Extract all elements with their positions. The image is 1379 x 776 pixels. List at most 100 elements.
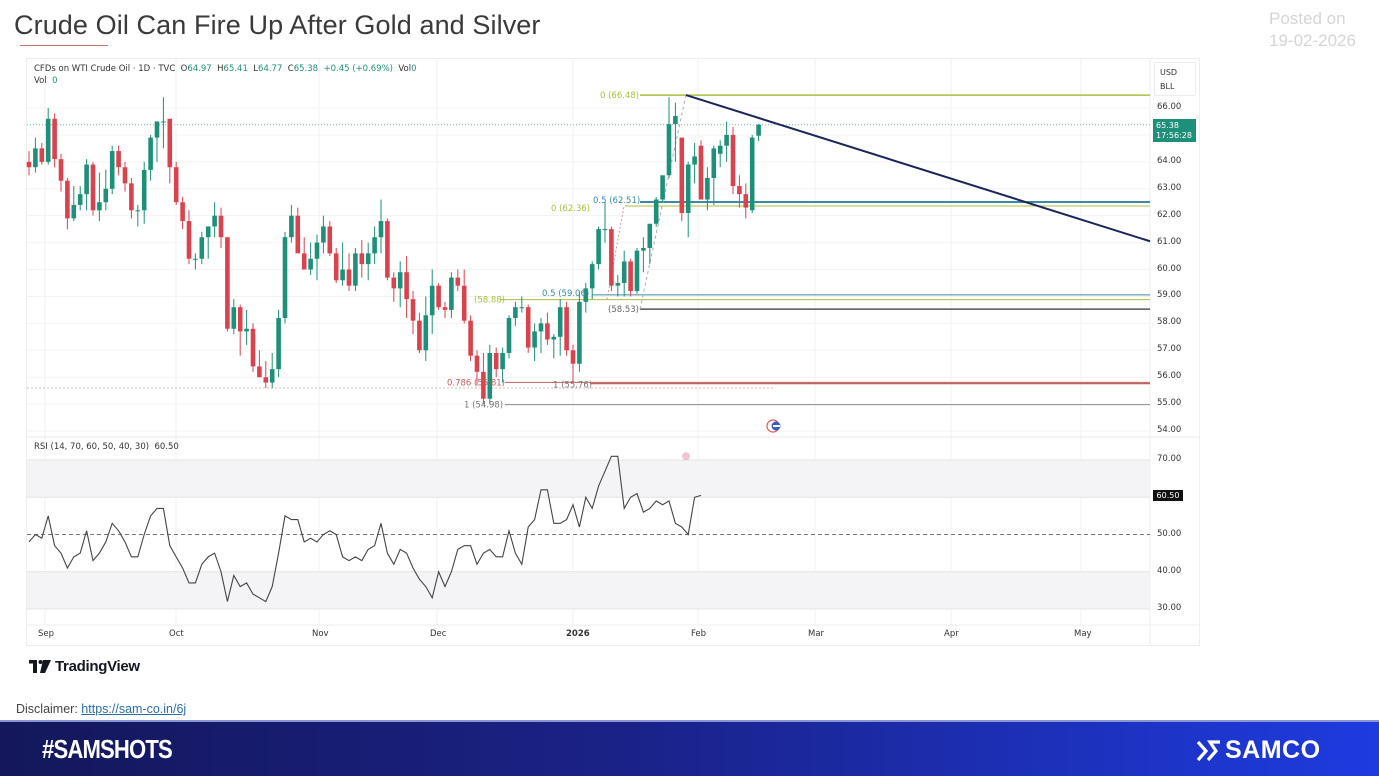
bullish-candle xyxy=(71,204,77,219)
unit-label: BLL xyxy=(1160,82,1175,91)
tradingview-logo: TradingView xyxy=(29,658,140,675)
bullish-candle xyxy=(705,177,710,200)
bullish-candle xyxy=(231,307,237,329)
bearish-candle xyxy=(743,194,749,208)
fibonacci-label: 0.786 (55.81) xyxy=(447,378,505,388)
rsi-legend: RSI (14, 70, 60, 50, 40, 30) 60.50 xyxy=(34,442,179,452)
bearish-candle xyxy=(129,183,134,211)
posted-date-block: Posted on 19-02-2026 xyxy=(1269,8,1356,52)
samco-logo: SAMCO xyxy=(1196,736,1321,765)
rsi-value: 60.50 xyxy=(154,442,179,452)
fibonacci-label: 0.5 (62.51) xyxy=(593,196,640,206)
volume-label: Vol xyxy=(398,64,412,74)
time-axis-label: Mar xyxy=(808,629,825,639)
fibonacci-label: (58.53) xyxy=(608,305,639,315)
candlestick-chart[interactable]: 0 (66.48) 0.5 (62.51)0 (62.36) 0.5 (59.06)… xyxy=(0,0,1379,720)
samco-icon xyxy=(1196,739,1220,761)
tradingview-icon xyxy=(29,660,51,673)
footer-banner: #SAMSHOTS SAMCO xyxy=(0,720,1379,776)
bearish-candle xyxy=(628,261,633,292)
time-axis-label: May xyxy=(1074,629,1092,639)
bearish-candle xyxy=(404,272,409,300)
bearish-candle xyxy=(609,229,614,286)
price-axis-label: 55.00 xyxy=(1157,398,1182,409)
rsi-overbought-band xyxy=(27,460,1150,498)
bullish-candle xyxy=(161,121,166,123)
time-axis-label: 2026 xyxy=(566,629,590,639)
bullish-candle xyxy=(692,156,697,165)
bearish-candle xyxy=(327,226,333,254)
bearish-candle xyxy=(455,277,461,286)
close-value: 65.38 xyxy=(293,64,319,74)
bullish-candle xyxy=(276,317,281,370)
bearish-candle xyxy=(225,237,230,329)
bullish-candle xyxy=(641,247,646,251)
bullish-candle xyxy=(308,258,313,270)
fibonacci-label: 0.5 (59.06) xyxy=(542,289,589,299)
chart-frame xyxy=(26,58,1200,646)
bullish-candle xyxy=(97,202,102,211)
bullish-candle xyxy=(154,121,160,138)
bullish-candle xyxy=(647,223,653,248)
volume-legend: Vol 0 xyxy=(34,76,58,86)
currency-unit-selector[interactable]: USD BLL xyxy=(1154,62,1196,96)
bearish-candle xyxy=(570,350,576,364)
fibonacci-label: 1 (55.76) xyxy=(553,381,592,391)
bullish-candle xyxy=(506,317,512,353)
bearish-candle xyxy=(58,159,64,181)
price-axis-label: 58.00 xyxy=(1157,317,1182,328)
bullish-candle xyxy=(557,307,563,337)
fibonacci-label: 1 (54.98) xyxy=(464,401,503,411)
bullish-candle xyxy=(148,137,153,170)
bullish-candle xyxy=(205,226,211,238)
rsi-axis-label: 50.00 xyxy=(1157,528,1182,539)
posted-date: 19-02-2026 xyxy=(1269,31,1356,50)
bullish-candle xyxy=(314,242,320,259)
rsi-axis-label: 70.00 xyxy=(1157,454,1182,464)
time-axis-label: Feb xyxy=(691,629,707,639)
samshots-hashtag: #SAMSHOTS xyxy=(42,734,173,764)
volume-value: 0 xyxy=(411,64,417,74)
bearish-candle xyxy=(301,253,307,270)
bearish-candle xyxy=(167,118,173,168)
bullish-candle xyxy=(532,331,537,348)
bearish-candle xyxy=(263,377,269,383)
bullish-candle xyxy=(500,352,505,370)
bullish-candle xyxy=(353,253,358,286)
high-value: 65.41 xyxy=(223,64,248,74)
bearish-candle xyxy=(173,167,179,203)
bullish-candle xyxy=(666,124,672,176)
bearish-candle xyxy=(481,371,486,399)
bearish-candle xyxy=(295,215,301,254)
low-label: L xyxy=(253,64,259,74)
bullish-candle xyxy=(321,226,326,243)
bullish-candle xyxy=(365,253,371,265)
bullish-candle xyxy=(269,369,275,383)
bullish-candle xyxy=(84,164,89,195)
bearish-candle xyxy=(218,215,224,238)
bullish-candle xyxy=(577,301,582,364)
title-underline xyxy=(20,45,108,46)
chart-legend-ohlc: CFDs on WTI Crude Oil · 1D · TVC O64.97 … xyxy=(34,64,417,74)
bullish-candle xyxy=(244,328,249,332)
bearish-candle xyxy=(737,186,742,195)
bullish-candle xyxy=(212,215,217,227)
bullish-candle xyxy=(685,164,691,213)
bullish-candle xyxy=(423,315,429,351)
bearish-candle xyxy=(333,253,339,281)
bar-countdown: 17:56:28 xyxy=(1156,131,1192,140)
volume-label-2: Vol xyxy=(34,76,47,86)
bearish-candle xyxy=(417,320,422,351)
bearish-candle xyxy=(436,285,441,308)
price-axis-label: 66.00 xyxy=(1157,102,1182,112)
bullish-candle xyxy=(340,269,345,281)
time-axis-label: Dec xyxy=(430,629,447,639)
bearish-candle xyxy=(442,307,448,310)
price-axis-label: 57.00 xyxy=(1157,344,1182,355)
time-axis-label: Apr xyxy=(944,629,959,639)
bullish-candle xyxy=(449,277,454,310)
disclaimer-link[interactable]: https://sam-co.in/6j xyxy=(81,702,187,716)
rsi-axis-label: 30.00 xyxy=(1157,603,1182,613)
price-axis-label: 59.00 xyxy=(1157,290,1182,301)
rsi-oversold-band xyxy=(27,571,1150,609)
